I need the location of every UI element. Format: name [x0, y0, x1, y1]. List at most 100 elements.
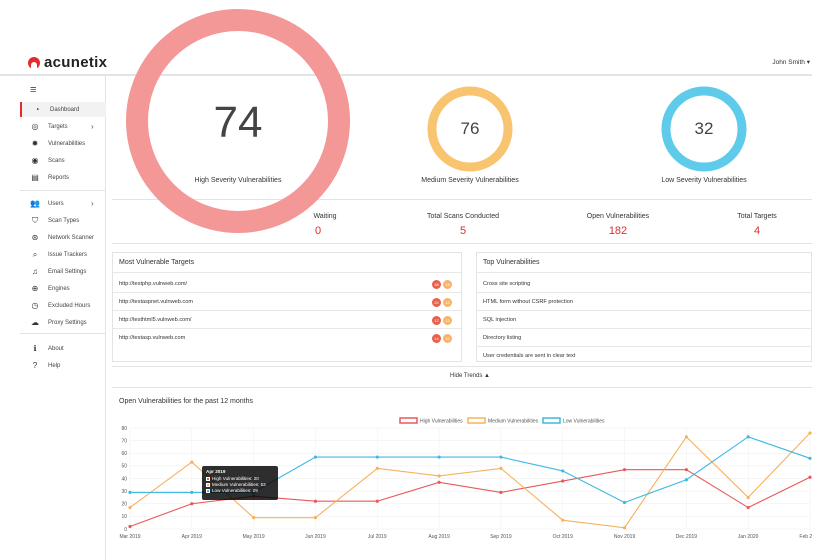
row-divider [476, 310, 812, 311]
row-divider [112, 310, 462, 311]
user-menu[interactable]: John Smith ▾ [772, 59, 810, 66]
y-tick-label: 10 [121, 514, 127, 520]
top-bar [0, 50, 812, 76]
legend-label: Low Vulnerabilities [563, 419, 605, 425]
bell-icon: ♫ [32, 267, 38, 276]
row-divider [112, 328, 462, 329]
sidebar-item-network-scanner[interactable]: ⊛ Network Scanner [20, 230, 106, 245]
open-vulns-value: 182 [608, 225, 628, 237]
tooltip-swatch [206, 476, 210, 481]
target-url[interactable]: http://testaspnet.vulnweb.com [119, 299, 194, 305]
sidebar-item-reports[interactable]: ▤ Reports [20, 170, 106, 185]
sidebar-item-targets[interactable]: ◎ Targets › [20, 119, 106, 134]
vulnerability-item[interactable]: HTML form without CSRF protection [483, 299, 573, 305]
sidebar-item-engines[interactable]: ⊕ Engines [20, 281, 106, 296]
tooltip-high: High Vulnerabilities: 20 [212, 476, 259, 481]
vulnerability-item[interactable]: Cross site scripting [483, 281, 531, 287]
sidebar-item-dashboard[interactable]: ◔ Dashboard [20, 102, 106, 117]
sidebar-item-help[interactable]: ? Help [20, 358, 106, 373]
y-tick-label: 80 [121, 426, 127, 432]
data-point [499, 490, 503, 494]
sidebar-item-scans[interactable]: ◉ Scans [20, 153, 106, 168]
sidebar-item-issue-trackers[interactable]: ⌕ Issue Trackers [20, 247, 106, 262]
vulnerability-item[interactable]: User credentials are sent in clear text [483, 353, 576, 359]
sidebar-item-label: Email Settings [48, 268, 87, 275]
tooltip-low: Low Vulnerabilities: 29 [212, 488, 258, 493]
x-tick-label: Mar 2019 [119, 534, 140, 540]
sidebar-item-excluded-hours[interactable]: ◷ Excluded Hours [20, 298, 106, 313]
data-point [313, 455, 318, 459]
target-url[interactable]: http://testphp.vulnweb.com/ [119, 281, 188, 287]
total-targets-label: Total Targets [737, 213, 777, 220]
data-point [190, 502, 194, 506]
sidebar-item-label: Help [48, 362, 61, 369]
x-tick-label: May 2019 [243, 534, 265, 540]
tooltip-medium: Medium Vulnerabilities: 53 [212, 482, 266, 487]
data-point [746, 505, 750, 510]
total-scans-value: 5 [459, 225, 467, 237]
total-scans-label: Total Scans Conducted [427, 213, 499, 220]
top-vulns-title: Top Vulnerabilities [483, 259, 540, 266]
medium-severity-count: 76 [460, 119, 480, 138]
acunetix-logo-icon [28, 56, 40, 69]
y-tick-label: 70 [121, 438, 127, 444]
dashboard-icon: ◔ [34, 105, 40, 114]
hide-trends-button[interactable]: Hide Trends ▲ [450, 373, 490, 379]
y-tick-label: 30 [121, 489, 127, 495]
data-point [375, 455, 379, 459]
sidebar-divider [20, 333, 106, 334]
x-tick-label: Nov 2019 [614, 534, 636, 540]
data-point [808, 456, 812, 460]
legend-label: Medium Vulnerabilities [488, 419, 539, 425]
vulnerability-item[interactable]: Directory listing [483, 335, 522, 341]
target-url[interactable]: http://testasp.vulnweb.com [119, 335, 186, 341]
data-point [499, 455, 503, 459]
data-point [684, 468, 688, 472]
tooltip-row: Medium Vulnerabilities: 53 [206, 482, 274, 487]
total-targets-value: 4 [753, 225, 761, 237]
clock-icon: ◷ [31, 301, 39, 310]
vulnerability-item[interactable]: SQL injection [483, 317, 517, 323]
hamburger-menu-icon[interactable]: ≡ [30, 84, 37, 96]
low-severity-ring[interactable] [659, 84, 749, 174]
radar-icon: ◉ [31, 156, 39, 165]
medium-count-badge: 13 [443, 298, 452, 307]
sidebar [0, 76, 106, 560]
app-logo[interactable]: acunetix [28, 54, 107, 71]
data-point [499, 466, 503, 470]
data-point [375, 499, 379, 503]
legend-label: High Vulnerabilities [420, 419, 463, 425]
waiting-value: 0 [314, 225, 322, 237]
sidebar-item-users[interactable]: 👥 Users › [20, 196, 106, 211]
sidebar-divider [20, 190, 106, 191]
open-vulns-label: Open Vulnerabilities [586, 213, 650, 220]
series-line-medium-vulnerabilities [129, 432, 811, 529]
data-point [622, 468, 627, 472]
data-point [561, 518, 565, 522]
sidebar-item-about[interactable]: ℹ About [20, 341, 106, 356]
sidebar-item-email-settings[interactable]: ♫ Email Settings [20, 264, 106, 279]
users-icon: 👥 [30, 199, 40, 208]
data-point [128, 524, 132, 529]
x-tick-label: Sep 2019 [490, 534, 512, 540]
bug-icon: ✹ [31, 139, 39, 148]
shield-icon: ⛉ [32, 215, 38, 225]
legend-swatch [467, 417, 486, 424]
cloud-icon: ☁ [31, 318, 39, 327]
high-count-badge: 20 [432, 298, 441, 307]
target-url[interactable]: http://testhtml5.vulnweb.com/ [119, 317, 192, 323]
high-severity-ring[interactable] [125, 8, 351, 234]
medium-severity-ring[interactable] [425, 84, 515, 174]
sidebar-item-scan-types[interactable]: ⛉ Scan Types [20, 213, 106, 228]
info-icon: ℹ [33, 344, 37, 353]
sidebar-item-label: Reports [48, 174, 70, 181]
sidebar-item-label: Scan Types [48, 217, 80, 224]
chart-tooltip: Apr 2019 High Vulnerabilities: 20 Medium… [202, 466, 278, 500]
data-point [684, 435, 688, 439]
target-icon: ◎ [31, 122, 39, 131]
row-divider [476, 292, 812, 293]
sidebar-item-proxy-settings[interactable]: ☁ Proxy Settings [20, 315, 106, 330]
tooltip-row: Low Vulnerabilities: 29 [206, 488, 274, 493]
report-icon: ▤ [31, 173, 39, 182]
sidebar-item-vulnerabilities[interactable]: ✹ Vulnerabilities [20, 136, 106, 151]
